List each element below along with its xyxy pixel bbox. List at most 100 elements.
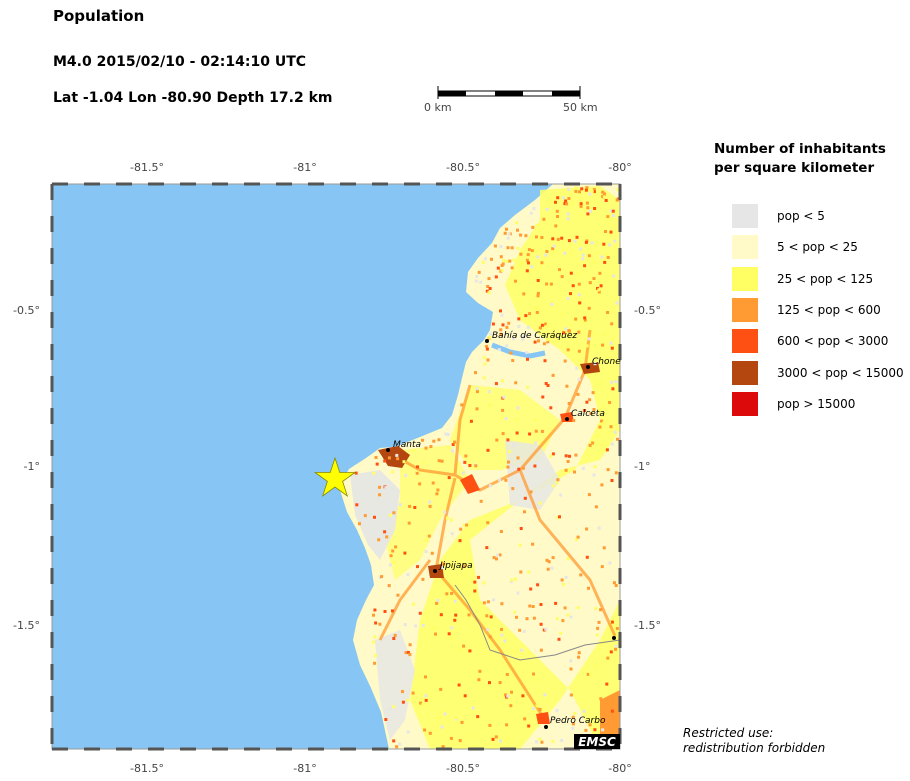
density-speckle (516, 246, 520, 250)
density-speckle (612, 214, 616, 217)
legend-title: Number of inhabitants per square kilomet… (714, 140, 904, 178)
density-speckle (529, 587, 533, 591)
density-speckle (533, 306, 537, 309)
density-speckle (600, 255, 604, 259)
density-speckle (454, 716, 458, 720)
density-speckle (473, 589, 477, 593)
density-speckle (431, 481, 435, 485)
density-speckle (527, 248, 531, 252)
density-speckle (447, 476, 451, 480)
density-speckle (573, 239, 577, 243)
density-speckle (395, 745, 399, 749)
density-speckle (404, 651, 408, 655)
density-speckle (515, 431, 519, 435)
density-speckle (543, 693, 547, 697)
density-speckle (573, 711, 577, 715)
density-speckle (613, 239, 617, 243)
density-speckle (414, 624, 418, 628)
density-speckle (535, 311, 539, 314)
density-speckle (450, 635, 453, 639)
density-speckle (595, 434, 599, 438)
legend-swatch (732, 266, 758, 291)
density-speckle (516, 228, 519, 232)
density-speckle (608, 401, 612, 404)
density-speckle (460, 720, 464, 724)
density-speckle (564, 327, 568, 331)
density-speckle (505, 737, 509, 741)
density-speckle (566, 217, 570, 221)
density-speckle (545, 282, 549, 286)
density-speckle (522, 334, 526, 338)
density-speckle (374, 456, 378, 459)
density-speckle (471, 706, 475, 710)
density-speckle (519, 252, 523, 256)
density-speckle (392, 739, 396, 743)
density-speckle (606, 656, 610, 660)
density-speckle (559, 493, 563, 497)
density-speckle (536, 294, 540, 298)
density-speckle (521, 337, 525, 341)
density-speckle (526, 253, 530, 257)
density-speckle (468, 464, 472, 467)
density-speckle (492, 556, 496, 560)
density-speckle (606, 275, 610, 279)
density-speckle (580, 187, 584, 191)
density-speckle (601, 343, 605, 347)
density-speckle (610, 479, 614, 482)
density-speckle (584, 240, 588, 244)
density-speckle (392, 560, 395, 564)
density-speckle (526, 357, 529, 361)
density-speckle (592, 473, 596, 477)
density-speckle (416, 465, 419, 469)
density-speckle (552, 244, 556, 248)
density-speckle (545, 338, 549, 342)
density-speckle (490, 257, 493, 261)
density-speckle (551, 452, 555, 456)
density-speckle (549, 454, 553, 458)
density-speckle (486, 358, 490, 362)
density-speckle (569, 667, 573, 671)
density-speckle (595, 664, 599, 668)
density-speckle (576, 535, 580, 539)
density-speckle (570, 202, 574, 206)
density-speckle (591, 391, 595, 395)
density-speckle (592, 332, 596, 336)
density-speckle (482, 581, 486, 585)
density-speckle (547, 560, 551, 564)
density-speckle (495, 438, 499, 442)
density-speckle (611, 387, 615, 391)
density-speckle (539, 603, 543, 606)
density-speckle (473, 580, 477, 584)
density-speckle (469, 419, 473, 423)
density-speckle (464, 454, 468, 458)
density-speckle (373, 661, 377, 665)
density-speckle (484, 257, 487, 261)
density-speckle (497, 348, 501, 352)
density-speckle (540, 740, 544, 744)
density-speckle (601, 728, 605, 732)
lat-label-right-3: -1.5° (634, 619, 661, 632)
density-speckle (442, 562, 446, 566)
density-speckle (501, 323, 505, 327)
density-speckle (574, 186, 578, 190)
density-speckle (450, 626, 454, 630)
density-speckle (474, 371, 477, 375)
density-speckle (504, 417, 508, 420)
city-label-calceta: Calceta (571, 409, 605, 419)
density-speckle (566, 212, 570, 216)
density-speckle (514, 381, 518, 385)
density-speckle (551, 247, 555, 251)
density-speckle (523, 717, 527, 721)
density-speckle (494, 382, 498, 386)
density-speckle (418, 611, 422, 615)
density-speckle (551, 556, 555, 560)
density-speckle (515, 615, 518, 619)
density-speckle (549, 406, 553, 410)
lon-label-top-3: -80.5° (446, 161, 480, 174)
density-speckle (614, 644, 618, 648)
density-speckle (588, 192, 592, 196)
density-speckle (419, 701, 423, 705)
density-speckle (485, 344, 489, 348)
density-speckle (424, 694, 428, 698)
density-speckle (509, 463, 513, 467)
